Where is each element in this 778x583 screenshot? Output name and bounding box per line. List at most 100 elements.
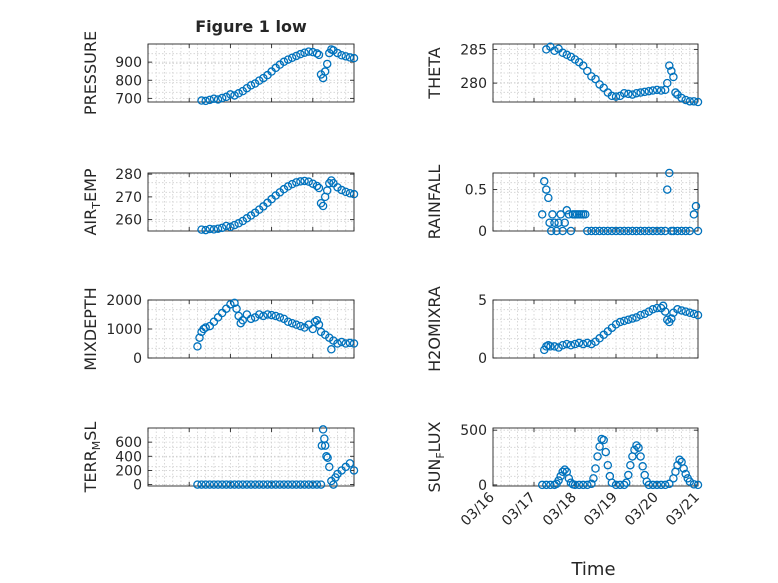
data-point (685, 226, 695, 236)
data-point (250, 480, 260, 489)
axes-box (492, 299, 699, 359)
data-point (660, 480, 670, 490)
data-point (213, 224, 223, 233)
data-point (322, 59, 332, 69)
data-point (205, 480, 215, 489)
data-point (665, 61, 674, 70)
data-point (341, 339, 351, 348)
y-tick-label: 0 (478, 224, 487, 240)
data-point (195, 333, 204, 342)
data-point (349, 53, 359, 63)
data-point (556, 471, 565, 481)
y-tick-label: 500 (460, 423, 487, 439)
data-point (669, 72, 678, 82)
axes-box (147, 427, 355, 487)
data-point (300, 480, 309, 489)
data-point (213, 480, 223, 489)
data-point (271, 480, 280, 489)
data-point (283, 317, 293, 326)
y-tick-label: 280 (460, 76, 487, 92)
data-point (246, 480, 256, 489)
panel-mixdepth: 0 1000 2000 MIXDEPTH (81, 287, 359, 371)
y-axis-label-subscript: M (90, 441, 103, 451)
data-point (314, 50, 324, 60)
y-axis-label-main: SUN (425, 459, 444, 493)
data-point (205, 321, 215, 331)
data-point (562, 206, 572, 215)
data-point (689, 97, 699, 106)
data-point (578, 339, 588, 349)
data-point (562, 50, 572, 60)
data-point (296, 49, 305, 59)
data-point (611, 92, 621, 101)
y-axis-label-rest: EMP (81, 168, 100, 202)
data-point (658, 301, 668, 311)
data-point (644, 307, 654, 316)
data-point (292, 480, 301, 489)
data-point (619, 316, 629, 326)
data-point (341, 52, 351, 61)
data-point (197, 480, 206, 489)
data-point (222, 480, 231, 489)
axes-box (492, 427, 699, 487)
y-axis-label-rest: SL (81, 422, 100, 441)
data-point (201, 225, 210, 235)
data-point (217, 223, 227, 233)
data-point (308, 179, 318, 188)
data-point (693, 310, 703, 320)
data-point (308, 480, 318, 489)
data-point (312, 49, 322, 58)
data-point (213, 95, 223, 104)
data-point (312, 181, 322, 191)
data-point (259, 480, 268, 489)
data-point (648, 86, 658, 95)
data-point (222, 304, 231, 313)
data-point (607, 91, 617, 101)
data-point (544, 193, 553, 203)
data-point (230, 91, 239, 100)
x-tick-label: 03/16 (458, 489, 498, 529)
data-point (693, 97, 703, 107)
data-point (292, 178, 301, 187)
data-point (689, 210, 699, 219)
data-point (300, 176, 309, 186)
y-tick-label: 0 (133, 478, 142, 494)
data-point (554, 476, 563, 485)
y-tick-label: 700 (115, 91, 142, 107)
data-point (304, 480, 313, 489)
data-point (267, 480, 276, 489)
data-point (550, 46, 559, 55)
data-point (213, 313, 223, 322)
data-point (300, 48, 309, 57)
data-point (287, 318, 297, 328)
data-point (275, 313, 285, 322)
data-point (209, 480, 219, 489)
y-tick-label: 0 (478, 478, 487, 494)
data-point (546, 342, 555, 351)
data-point (312, 316, 322, 325)
x-tick-label: 03/21 (663, 490, 703, 530)
data-point (349, 189, 359, 199)
x-tick-label: 03/19 (581, 490, 621, 530)
data-point (681, 469, 690, 479)
data-point (611, 320, 621, 329)
data-point (640, 309, 649, 319)
data-point (681, 307, 690, 316)
axes-box (492, 43, 699, 103)
panel-h2omixra: 0 5 H2OMIXRA (425, 286, 703, 372)
data-point (234, 480, 243, 489)
data-point (591, 74, 600, 84)
data-point (564, 474, 574, 483)
data-point (222, 221, 231, 231)
data-point (628, 90, 637, 99)
data-point (546, 226, 556, 236)
data-point (677, 226, 686, 236)
data-point (226, 222, 235, 232)
x-tick-label: 03/18 (540, 490, 580, 530)
data-point (259, 311, 268, 321)
data-point (593, 452, 602, 461)
y-axis-label-subscript: F (434, 452, 447, 458)
data-point (619, 480, 629, 490)
data-point (217, 480, 227, 489)
y-tick-label: 270 (115, 190, 142, 206)
